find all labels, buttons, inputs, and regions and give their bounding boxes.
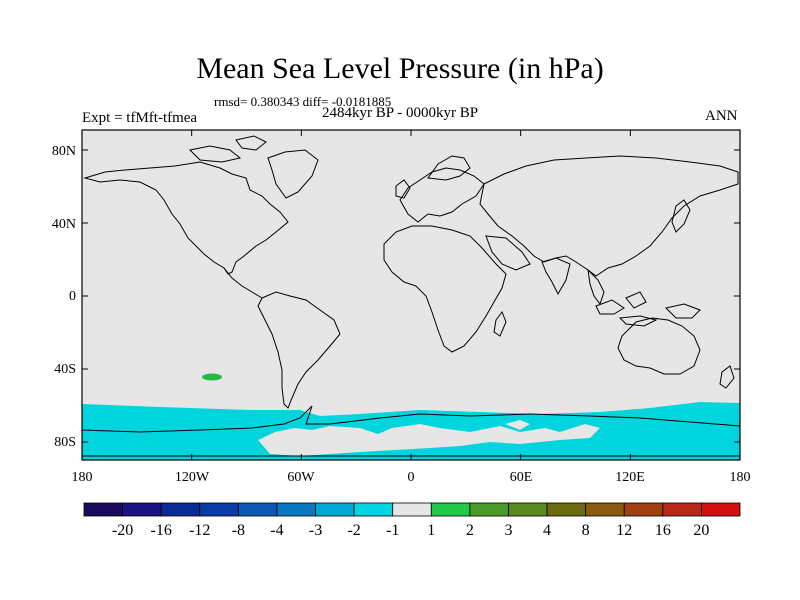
colorbar-labels: -20 -16 -12 -8 -4 -3 -2 -1 1 2 3 4 8 12 16 20 <box>112 522 709 539</box>
lon-label-120e: 120E <box>615 470 645 485</box>
lon-label-180e: 180 <box>730 470 751 485</box>
lat-label-80s: 80S <box>54 435 76 450</box>
colorbar-box-4 <box>237 502 278 517</box>
colorbar-box-8 <box>392 502 432 517</box>
colorbar-label-8: 1 <box>427 522 435 539</box>
colorbar <box>83 502 741 517</box>
colorbar-box-9 <box>430 502 471 517</box>
colorbar-box-16 <box>701 502 741 517</box>
positive-anomaly-patch <box>202 373 222 381</box>
longitude-labels: 180 120W 60W 0 60E 120E 180 <box>72 470 751 485</box>
map-background <box>82 130 740 460</box>
colorbar-box-2 <box>160 502 201 517</box>
colorbar-label-6: -2 <box>347 522 360 539</box>
colorbar-box-14 <box>623 502 664 517</box>
colorbar-label-0: -20 <box>112 522 133 539</box>
colorbar-label-12: 8 <box>582 522 590 539</box>
period-label: 2484kyr BP - 0000kyr BP <box>322 105 479 121</box>
colorbar-label-14: 16 <box>655 522 671 539</box>
colorbar-box-12 <box>546 502 587 517</box>
colorbar-box-15 <box>662 502 702 517</box>
season-label: ANN <box>705 108 738 124</box>
colorbar-label-15: 20 <box>693 522 709 539</box>
lon-label-60w: 60W <box>287 470 315 485</box>
colorbar-label-10: 3 <box>504 522 512 539</box>
colorbar-label-5: -3 <box>309 522 322 539</box>
colorbar-label-1: -16 <box>151 522 172 539</box>
map-title: Mean Sea Level Pressure (in hPa) <box>196 52 604 85</box>
colorbar-box-6 <box>315 502 355 517</box>
colorbar-box-11 <box>508 502 548 517</box>
colorbar-box-13 <box>585 502 625 517</box>
lon-label-60e: 60E <box>510 470 533 485</box>
lat-label-40n: 40N <box>52 217 76 232</box>
latitude-ticks <box>82 149 740 443</box>
colorbar-box-3 <box>199 502 239 517</box>
colorbar-label-13: 12 <box>616 522 632 539</box>
colorbar-label-4: -4 <box>270 522 283 539</box>
experiment-label: Expt = tfMft-tfmea <box>82 110 198 126</box>
lon-label-120w: 120W <box>175 470 210 485</box>
colorbar-label-3: -8 <box>232 522 245 539</box>
latitude-labels: 80N 40N 0 40S 80S <box>52 144 76 450</box>
colorbar-box-0 <box>83 502 123 517</box>
lon-label-0: 0 <box>408 470 415 485</box>
colorbar-label-2: -12 <box>189 522 210 539</box>
colorbar-box-7 <box>353 502 394 517</box>
near-zero-antarctic-region <box>258 424 600 456</box>
lat-label-40s: 40S <box>54 362 76 377</box>
colorbar-box-5 <box>276 502 316 517</box>
lon-label-180w: 180 <box>72 470 93 485</box>
near-zero-ross-region <box>505 420 530 430</box>
longitude-ticks <box>81 130 741 460</box>
colorbar-label-7: -1 <box>386 522 399 539</box>
lat-label-0: 0 <box>69 289 76 304</box>
colorbar-label-11: 4 <box>543 522 551 539</box>
colorbar-label-9: 2 <box>466 522 474 539</box>
colorbar-box-10 <box>469 502 509 517</box>
stats-label: rmsd= 0.380343 diff= -0.0181885 <box>214 94 392 109</box>
colorbar-box-1 <box>122 502 162 517</box>
lat-label-80n: 80N <box>52 144 76 159</box>
